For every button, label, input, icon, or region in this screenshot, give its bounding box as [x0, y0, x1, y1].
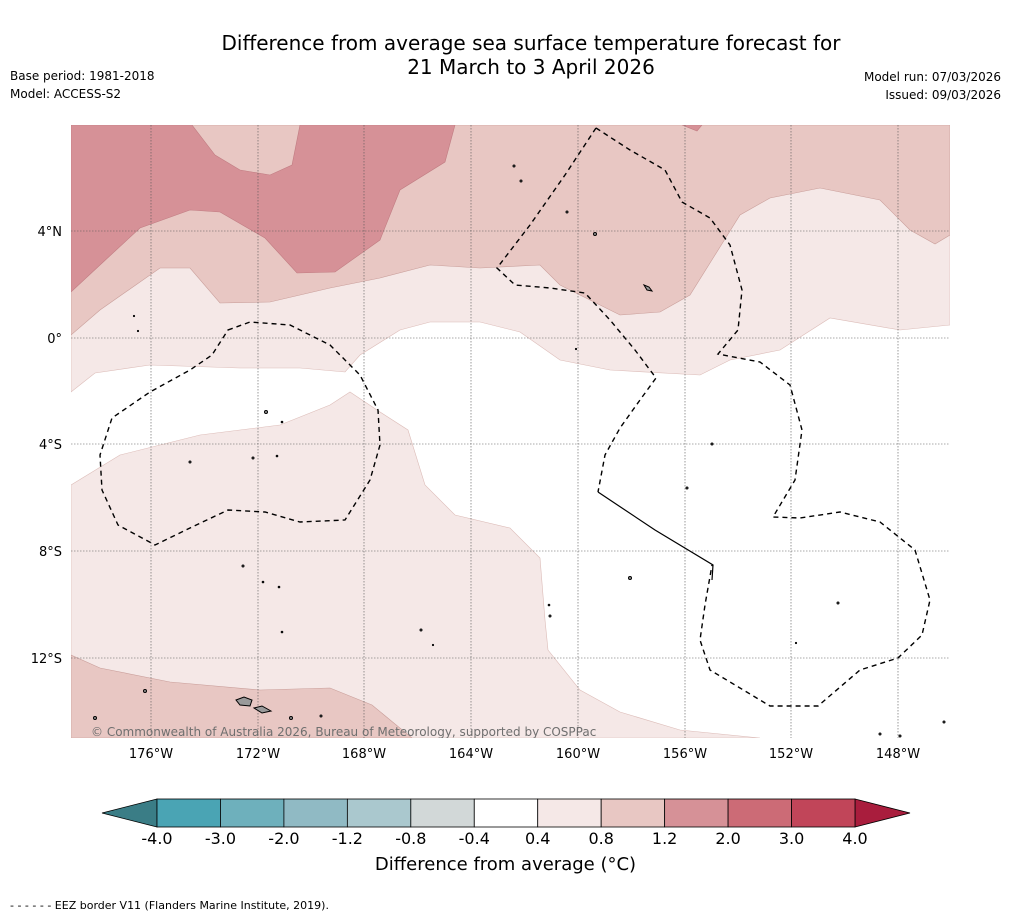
latitude-labels: 4°N 0° 4°S 8°S 12°S [31, 225, 62, 667]
model-run: Model run: 07/03/2026 [863, 70, 1001, 84]
eez-border-kiribati-west [496, 127, 657, 493]
colorbar-swatch [346, 798, 412, 828]
colorbar-swatch [791, 798, 856, 828]
islands [93, 164, 946, 738]
lon-label: 160°W [556, 747, 600, 762]
colorbar-title: Difference from average (°C) [374, 854, 637, 875]
copyright-notice: © Commonwealth of Australia 2026, Bureau… [91, 725, 596, 739]
lat-label: 8°S [39, 545, 62, 560]
colorbar-swatch [664, 798, 729, 828]
lon-label: 152°W [769, 747, 813, 762]
eez-border-tokelau [99, 321, 381, 546]
title-line-1: Difference from average sea surface temp… [221, 31, 841, 55]
colorbar-swatch [473, 798, 539, 828]
map-area: © Commonwealth of Australia 2026, Bureau… [71, 125, 950, 739]
boundary-line [597, 491, 714, 581]
colorbar-swatch [220, 798, 285, 828]
meta-right: Model run: 07/03/2026 Issued: 09/03/2026 [864, 68, 1001, 104]
lat-label: 4°S [39, 438, 62, 453]
eez-legend-note: - - - - - - EEZ border V11 (Flanders Mar… [10, 899, 329, 912]
colorbar-tick-label: 1.2 [652, 829, 677, 848]
model-name: Model: ACCESS-S2 [10, 87, 122, 101]
colorbar-swatch [600, 798, 666, 828]
meta-left: Base period: 1981-2018 Model: ACCESS-S2 [10, 67, 155, 103]
issued-date: Issued: 09/03/2026 [885, 88, 1001, 102]
lon-label: 148°W [876, 747, 920, 762]
colorbar: -4.0 -3.0 -2.0 -1.2 -0.8 -0.4 0.4 0.8 1.2 2.0 3.0 4… [101, 798, 911, 848]
lon-label: 172°W [236, 747, 280, 762]
colorbar-tick-label: -4.0 [141, 829, 172, 848]
lat-label: 4°N [38, 225, 63, 240]
colorbar-tick-label: 0.8 [588, 829, 613, 848]
lon-label: 156°W [663, 747, 707, 762]
graticule [71, 125, 950, 738]
colorbar-tick-label: 0.4 [525, 829, 550, 848]
colorbar-extend-high [854, 798, 911, 828]
island-savaii [235, 696, 253, 707]
colorbar-swatch [410, 798, 475, 828]
title-line-2: 21 March to 3 April 2026 [407, 55, 655, 79]
colorbar-swatch [156, 798, 221, 828]
colorbar-swatch [283, 798, 348, 828]
colorbar-extend-low [101, 798, 158, 828]
lat-label: 0° [47, 332, 62, 347]
lon-label: 176°W [129, 747, 173, 762]
lat-label: 12°S [31, 652, 62, 667]
anomaly-region-1-2-north-patch [681, 125, 703, 132]
island-upolu [252, 705, 273, 714]
longitude-labels: 176°W 172°W 168°W 164°W 160°W 156°W 152°… [129, 747, 920, 762]
island-kiritimati [642, 283, 654, 292]
colorbar-tick-label: 3.0 [779, 829, 804, 848]
lon-label: 164°W [449, 747, 493, 762]
colorbar-swatch [537, 798, 602, 828]
anomaly-region-0-8-south [71, 654, 413, 738]
colorbar-tick-label: -3.0 [205, 829, 236, 848]
eez-borders [99, 127, 931, 707]
eez-border-phoenix [595, 127, 931, 707]
anomaly-region-0-4-south [71, 391, 761, 738]
colorbar-tick-label: -0.8 [395, 829, 426, 848]
anomaly-region-1-2-north-west [71, 125, 456, 293]
colorbar-swatch [727, 798, 792, 828]
chart-title: Difference from average sea surface temp… [0, 31, 1011, 79]
colorbar-tick-label: -0.4 [459, 829, 490, 848]
lon-label: 168°W [342, 747, 386, 762]
base-period: Base period: 1981-2018 [10, 69, 155, 83]
colorbar-tick-label: -2.0 [268, 829, 299, 848]
colorbar-tick-label: 2.0 [715, 829, 740, 848]
colorbar-tick-label: 4.0 [842, 829, 867, 848]
colorbar-tick-label: -1.2 [332, 829, 363, 848]
